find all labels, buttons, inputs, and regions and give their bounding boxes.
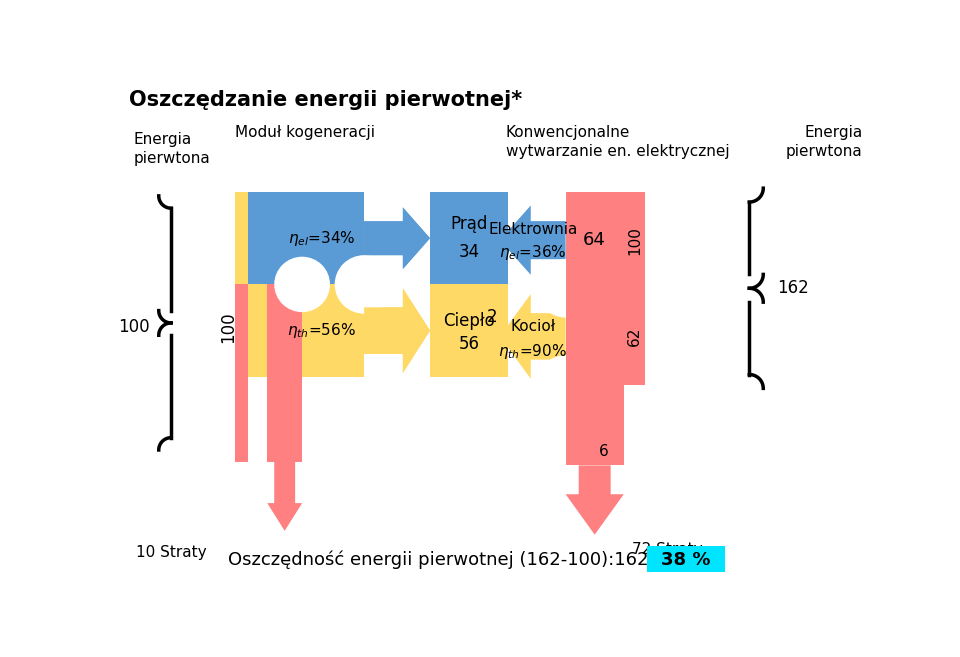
Polygon shape <box>500 294 565 378</box>
Text: Energia
pierwtona: Energia pierwtona <box>785 125 862 158</box>
Bar <box>565 192 624 465</box>
Text: Prąd: Prąd <box>450 215 488 233</box>
Bar <box>430 284 508 377</box>
Text: 64: 64 <box>584 231 606 249</box>
Bar <box>647 546 725 572</box>
Text: 162: 162 <box>778 279 809 297</box>
Text: Konwencjonalne
wytwarzanie en. elektrycznej: Konwencjonalne wytwarzanie en. elektrycz… <box>506 125 730 158</box>
Text: 100: 100 <box>118 318 150 336</box>
Bar <box>248 284 267 377</box>
Bar <box>565 192 624 288</box>
Text: 62: 62 <box>627 327 642 346</box>
Bar <box>267 284 302 461</box>
Polygon shape <box>500 206 565 275</box>
Text: Oszczędność energii pierwotnej (162-100):162 =: Oszczędność energii pierwotnej (162-100)… <box>228 551 676 570</box>
Bar <box>624 192 645 288</box>
Text: $\eta_{th}$=90%: $\eta_{th}$=90% <box>498 342 567 361</box>
Circle shape <box>537 259 595 317</box>
Text: 38 %: 38 % <box>661 551 710 569</box>
Text: 100: 100 <box>220 311 237 342</box>
Text: 10 Straty: 10 Straty <box>135 545 206 560</box>
Bar <box>248 284 364 377</box>
Polygon shape <box>364 288 430 373</box>
Text: $\eta_{el}$=34%: $\eta_{el}$=34% <box>288 229 355 248</box>
Text: $\eta_{el}$=36%: $\eta_{el}$=36% <box>499 243 566 262</box>
Text: $\eta_{th}$=56%: $\eta_{th}$=56% <box>287 321 356 340</box>
Polygon shape <box>565 465 624 535</box>
Circle shape <box>335 255 394 313</box>
Text: 6: 6 <box>599 444 609 459</box>
Bar <box>565 288 624 384</box>
Bar <box>565 384 624 465</box>
Polygon shape <box>364 208 430 269</box>
Circle shape <box>275 257 330 312</box>
Text: Moduł kogeneracji: Moduł kogeneracji <box>234 125 374 140</box>
Bar <box>234 284 248 461</box>
Bar <box>430 192 508 284</box>
Bar <box>248 192 364 284</box>
Bar <box>624 288 645 384</box>
Text: 34: 34 <box>458 243 479 261</box>
Text: 56: 56 <box>458 336 479 353</box>
Polygon shape <box>364 208 430 269</box>
Bar <box>234 192 248 461</box>
Text: 2: 2 <box>487 308 497 326</box>
Polygon shape <box>267 461 302 531</box>
Text: 100: 100 <box>627 226 642 255</box>
Text: Elektrownia: Elektrownia <box>488 222 577 237</box>
Text: 72 Straty: 72 Straty <box>632 543 702 557</box>
Circle shape <box>537 355 595 414</box>
Text: Kocioł: Kocioł <box>510 319 555 334</box>
Text: Energia
pierwtona: Energia pierwtona <box>134 132 210 166</box>
Polygon shape <box>364 288 430 373</box>
Text: Oszczędzanie energii pierwotnej*: Oszczędzanie energii pierwotnej* <box>130 89 522 110</box>
Text: Ciepło: Ciepło <box>443 312 494 330</box>
